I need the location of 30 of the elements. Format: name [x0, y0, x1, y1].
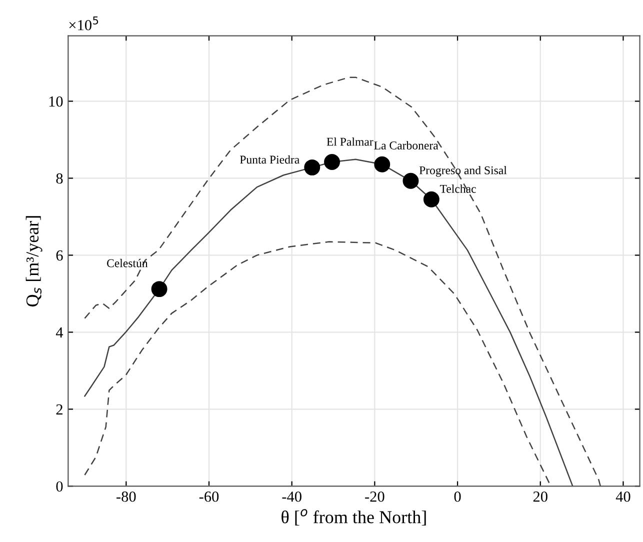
x-tick-label: -80	[116, 491, 136, 502]
x-tick-label: 0	[454, 491, 461, 502]
y-tick-label: 4	[56, 327, 64, 338]
x-tick-label: -20	[365, 491, 384, 502]
annotation: Celestún	[106, 258, 148, 268]
x-tick-label: -60	[199, 491, 219, 502]
x-tick-label: 20	[533, 491, 548, 502]
annotation: Progreso and Sisal	[419, 166, 507, 177]
y-tick-label: 8	[56, 173, 63, 184]
x-tick-label: 40	[616, 491, 630, 502]
y-tick-label: 0	[56, 481, 63, 492]
annotation: Punta Piedra	[240, 155, 300, 164]
point	[304, 159, 320, 176]
x-axis-title: θ [$^{o}$ from the North]	[282, 509, 426, 526]
text: ×10$^{5}$	[69, 16, 98, 30]
point	[374, 156, 390, 172]
annotation: La Carbonera	[374, 141, 438, 150]
annotation: El Palmar	[326, 137, 374, 146]
x-tick-label: -40	[282, 491, 302, 502]
line-series	[84, 76, 602, 486]
point	[324, 154, 340, 170]
y-axis-title: Q$_{s}$ [m³/year]	[26, 216, 42, 306]
point	[402, 172, 419, 189]
y-tick-label: 2	[56, 404, 62, 414]
point	[423, 191, 440, 208]
line-series	[84, 241, 550, 484]
point	[151, 281, 168, 298]
annotation: Telchac	[440, 184, 476, 193]
y-tick-label: 6	[56, 250, 63, 261]
y-tick-label: 10	[49, 96, 63, 107]
